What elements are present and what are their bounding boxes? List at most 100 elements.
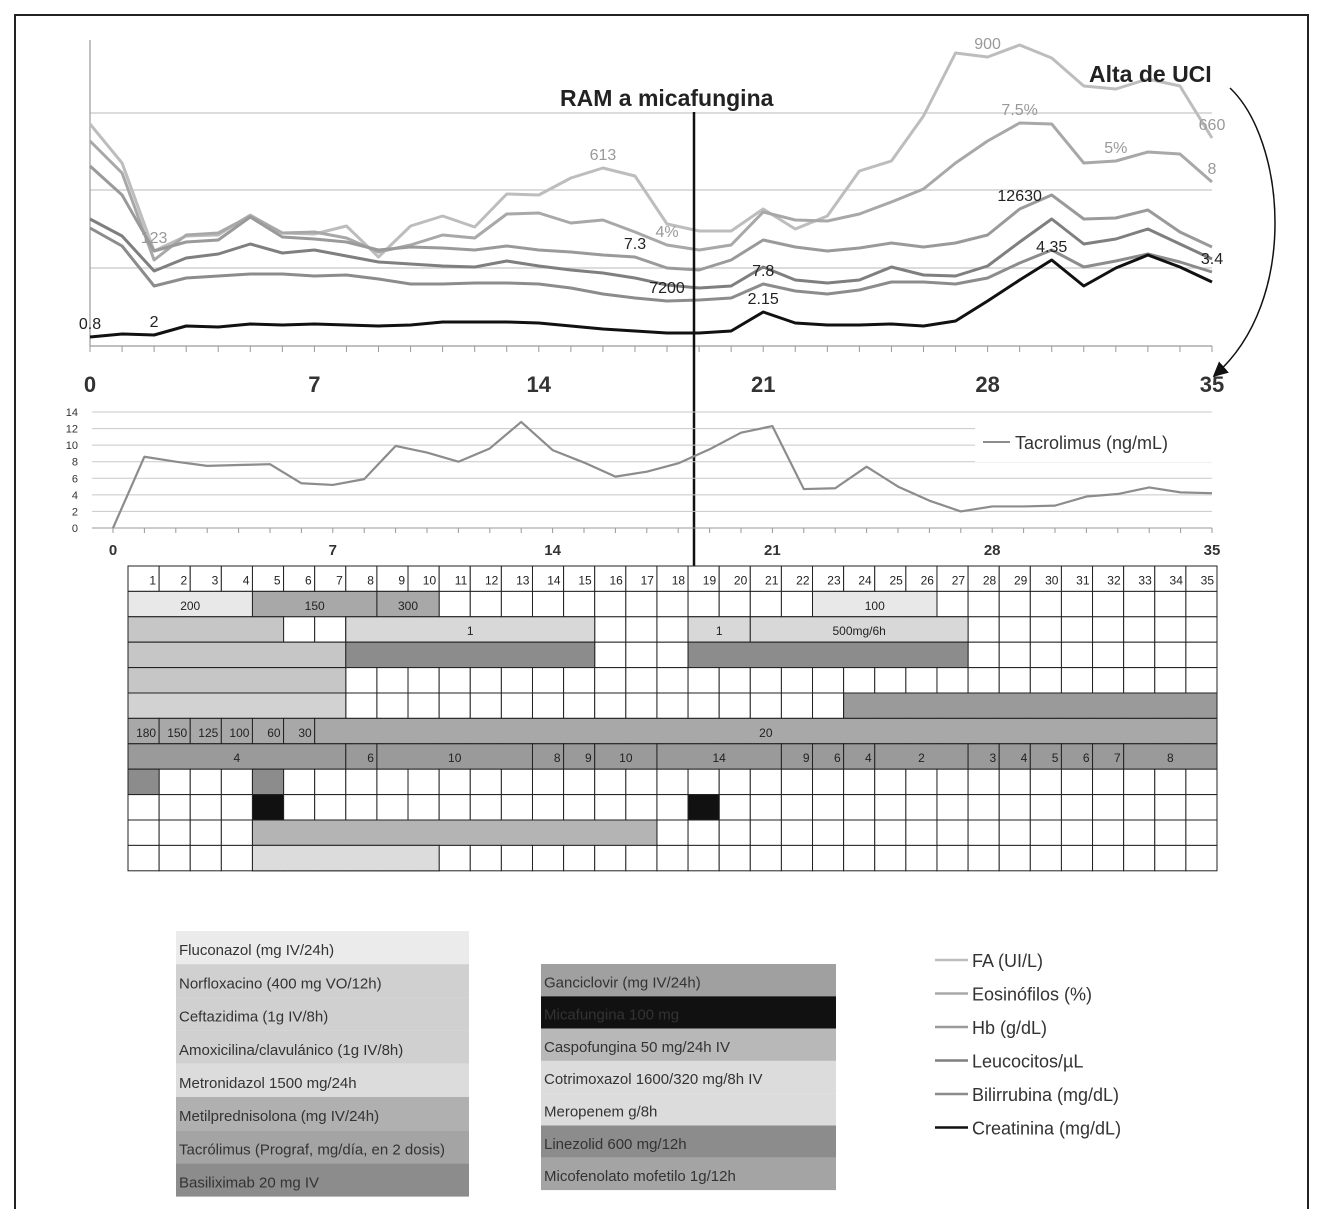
table-cell <box>1029 667 1062 694</box>
day-header-cell <box>158 565 191 592</box>
data-label: 7.5% <box>1001 102 1037 119</box>
day-header-label: 2 <box>181 573 188 587</box>
tacrolimus-y-tick-label: 12 <box>66 424 78 436</box>
day-header-cell <box>345 565 378 592</box>
day-header-cell <box>625 565 658 592</box>
treatment-bar <box>812 590 938 618</box>
table-cell <box>780 844 814 872</box>
discharge-annotation: Alta de UCI <box>1089 61 1212 87</box>
day-header-label: 25 <box>889 573 903 587</box>
table-cell <box>780 590 814 618</box>
drug-legend-label: Ganciclovir (mg IV/24h) <box>544 974 701 991</box>
table-cell <box>407 692 440 719</box>
table-cell <box>812 692 845 719</box>
table-cell <box>563 768 596 796</box>
day-header-label: 17 <box>641 573 655 587</box>
table-cell <box>1185 590 1218 618</box>
drug-legend-left: Fluconazol (mg IV/24h) Norfloxacino (400 … <box>176 931 469 1197</box>
treatment-bar <box>314 717 1218 745</box>
line-legend-label: Bilirrubina (mg/dL) <box>972 1085 1119 1105</box>
table-cell <box>749 794 782 821</box>
table-cell <box>1185 794 1218 821</box>
treatment-bar <box>127 616 285 643</box>
treatment-bar <box>345 616 596 643</box>
table-cell <box>874 794 907 821</box>
table-cell <box>718 590 751 618</box>
drug-legend-swatch <box>176 1063 469 1097</box>
treatment-bar <box>189 717 222 745</box>
day-header-label: 27 <box>952 573 966 587</box>
day-header-cell <box>967 565 1000 592</box>
drug-legend-swatch <box>541 996 836 1029</box>
line-legend-label: Eosinófilos (%) <box>972 985 1092 1005</box>
table-cell <box>469 844 502 872</box>
line-legend-label: Hb (g/dL) <box>972 1018 1047 1038</box>
table-cell <box>625 692 658 719</box>
series-line-1 <box>88 121 1213 262</box>
table-cell <box>625 641 658 669</box>
table-cell <box>1060 819 1094 846</box>
table-cell <box>843 819 876 846</box>
main-x-tick-label: 0 <box>84 372 96 397</box>
tacrolimus-y-tick-label: 2 <box>72 506 78 518</box>
table-cell <box>874 819 907 846</box>
treatment-bar <box>345 641 596 669</box>
table-cell <box>594 641 627 669</box>
treatment-bar <box>220 717 253 745</box>
table-cell <box>998 616 1031 643</box>
table-cell <box>469 667 502 694</box>
tacrolimus-y-ticks: 0 2 4 6 8 10 12 14 <box>66 407 78 535</box>
table-cell <box>1060 616 1094 643</box>
day-header-cell <box>812 565 845 592</box>
treatment-bar-label: 100 <box>865 599 885 613</box>
tacrolimus-x-tick-label: 7 <box>329 542 337 559</box>
treatment-bar <box>127 590 253 618</box>
tacrolimus-x-ticks: 0 7 14 21 28 35 <box>109 528 1220 559</box>
table-cell <box>625 667 658 694</box>
treatment-bar-label: 5 <box>1052 751 1059 765</box>
day-header-cell <box>656 565 689 592</box>
treatment-bar-label: 200 <box>180 599 200 613</box>
day-header-label: 6 <box>305 573 312 587</box>
table-cell <box>314 768 347 796</box>
drug-legend-swatch <box>176 931 469 965</box>
table-cell <box>1092 616 1125 643</box>
treatment-bar <box>687 641 969 669</box>
data-label: 4% <box>655 224 678 241</box>
main-x-ticks: 0 7 14 21 28 35 <box>84 346 1224 397</box>
treatment-bar <box>251 768 285 796</box>
table-cell <box>625 794 658 821</box>
treatment-bar-label: 125 <box>198 726 218 740</box>
table-cell <box>812 667 845 694</box>
table-cell <box>127 819 160 846</box>
table-cell <box>500 794 533 821</box>
treatment-bar <box>251 794 285 821</box>
table-cell <box>718 667 751 694</box>
day-header-label: 9 <box>398 573 405 587</box>
series-line-2 <box>88 164 1213 272</box>
day-header-cell <box>905 565 938 592</box>
treatment-bar <box>251 844 440 872</box>
table-cell <box>283 768 316 796</box>
table-cell <box>1154 819 1187 846</box>
figure-frame <box>14 14 1309 1209</box>
table-cell <box>780 692 814 719</box>
table-cell <box>687 819 720 846</box>
table-cell <box>127 794 160 821</box>
table-cell <box>1060 667 1094 694</box>
day-header-cell <box>438 565 471 592</box>
table-cell <box>1092 641 1125 669</box>
day-header-label: 24 <box>858 573 872 587</box>
tacrolimus-y-tick-label: 6 <box>72 473 78 485</box>
main-x-tick-label: 21 <box>751 372 775 397</box>
tacrolimus-x-tick-label: 21 <box>764 542 781 559</box>
table-cell <box>749 819 782 846</box>
drug-legend-label: Norfloxacino (400 mg VO/12h) <box>179 975 382 992</box>
table-cell <box>656 844 689 872</box>
day-header-label: 18 <box>672 573 686 587</box>
table-cell <box>718 819 751 846</box>
table-cell <box>500 768 533 796</box>
table-cell <box>967 819 1000 846</box>
table-cell <box>376 667 409 694</box>
